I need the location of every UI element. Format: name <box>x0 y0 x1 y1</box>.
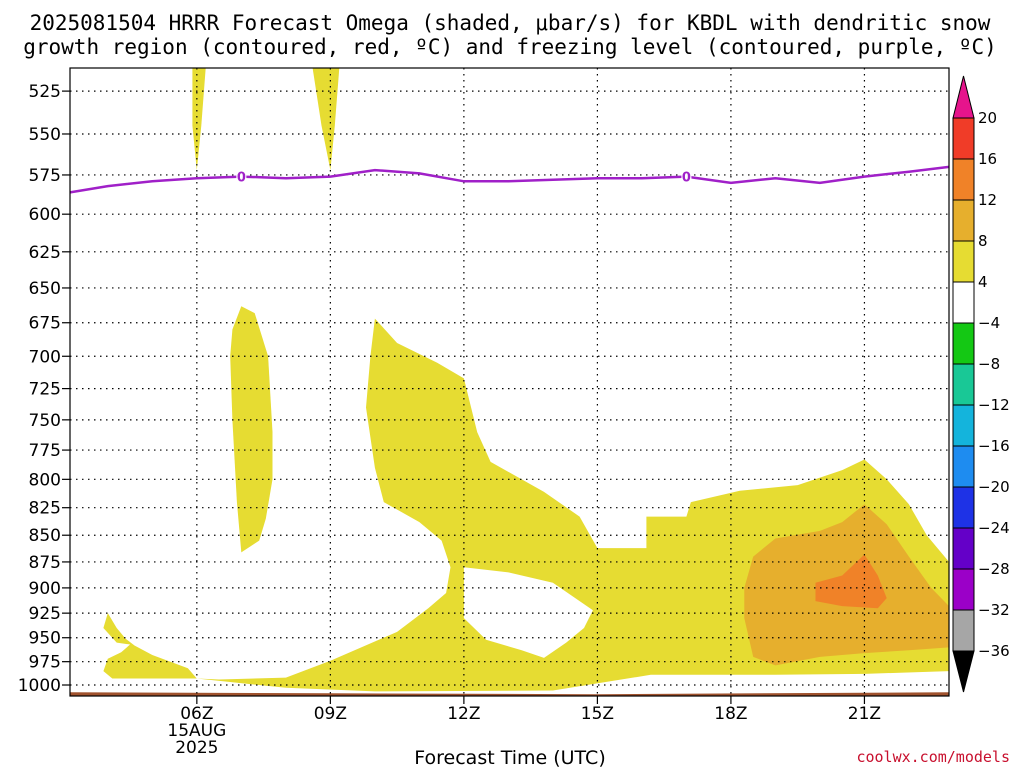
colorbar-label-11: 12 <box>978 191 997 209</box>
x-tick-label-15Z: 15Z <box>581 704 614 724</box>
y-tick-label-675: 675 <box>29 314 61 334</box>
omega-region-4 <box>463 567 593 658</box>
colorbar-label-9: 4 <box>978 273 988 291</box>
omega-region-7 <box>815 554 887 609</box>
y-tick-label-550: 550 <box>29 125 61 145</box>
colorbar-label-8: −4 <box>978 314 1000 332</box>
colorbar-label-13: 20 <box>978 109 997 127</box>
colorbar-box-2 <box>952 527 975 570</box>
x-tick-label-06Z: 06Z <box>180 704 213 724</box>
chart-title-line-1: 2025081504 HRRR Forecast Omega (shaded, … <box>30 11 991 35</box>
y-tick-label-950: 950 <box>29 629 61 649</box>
y-tick-label-625: 625 <box>29 243 61 263</box>
grid-layer <box>70 68 949 696</box>
y-tick-label-975: 975 <box>29 653 61 673</box>
credit-text: coolwx.com/models <box>856 748 1010 766</box>
freezing-level-line <box>69 165 950 194</box>
x-tick-label-09Z: 09Z <box>314 704 347 724</box>
y-tick-label-700: 700 <box>29 347 61 367</box>
colorbar-label-10: 8 <box>978 232 988 250</box>
freezing-level-label-bg-0 <box>236 169 247 183</box>
colorbar-label-0: −36 <box>978 642 1010 660</box>
y-tick-label-875: 875 <box>29 553 61 573</box>
y-tick-label-775: 775 <box>29 441 61 461</box>
freezing-level-label-1: 0 <box>682 171 691 186</box>
colorbar-box-9 <box>952 240 975 283</box>
colorbar-label-1: −32 <box>978 601 1010 619</box>
y-tick-label-850: 850 <box>29 526 61 546</box>
freezing-level-label-bg-1 <box>681 169 692 183</box>
colorbar-box-1 <box>952 568 975 611</box>
x-tick-label-18Z: 18Z <box>714 704 747 724</box>
ground-surface <box>70 692 949 696</box>
colorbar-box-5 <box>952 404 975 447</box>
colorbar-low-triangle <box>952 650 975 693</box>
colorbar-label-7: −8 <box>978 355 1000 373</box>
plot-frame <box>69 67 950 697</box>
y-tick-label-825: 825 <box>29 499 61 519</box>
x-tick-label-21Z: 21Z <box>848 704 881 724</box>
colorbar-high-triangle <box>952 75 975 119</box>
colorbar-label-4: −20 <box>978 478 1010 496</box>
omega-region-3 <box>103 318 949 692</box>
colorbar-label-6: −12 <box>978 396 1010 414</box>
colorbar-box-12 <box>952 117 975 160</box>
omega-region-1 <box>312 68 340 171</box>
y-tick-label-575: 575 <box>29 166 61 186</box>
y-tick-label-800: 800 <box>29 470 61 490</box>
ground-surface-layer <box>70 692 949 696</box>
y-axis: 525 550 575 600 625 650 675 700 725 750 775 800 825 8… <box>18 82 70 696</box>
x-tick-sublabel-0: 15AUG <box>167 721 226 741</box>
colorbar-label-12: 16 <box>978 150 997 168</box>
y-tick-label-750: 750 <box>29 411 61 431</box>
colorbar-box-0 <box>952 609 975 652</box>
chart-title-line-2: growth region (contoured, red, ºC) and f… <box>23 35 997 59</box>
freezing-level-label-0: 0 <box>237 171 246 186</box>
colorbar-box-8 <box>952 281 975 324</box>
y-tick-label-525: 525 <box>29 82 61 102</box>
colorbar-label-5: −16 <box>978 437 1010 455</box>
colorbar-box-7 <box>952 322 975 365</box>
y-tick-label-900: 900 <box>29 579 61 599</box>
y-tick-label-925: 925 <box>29 604 61 624</box>
x-tick-label-12Z: 12Z <box>447 704 480 724</box>
y-tick-label-600: 600 <box>29 205 61 225</box>
colorbar-box-3 <box>952 486 975 529</box>
omega-region-2 <box>230 306 273 553</box>
colorbar: −36 −32 −28 −24 −20 −16 −12 −8 −4 4 8 12 16 20 <box>952 75 1010 693</box>
x-tick-sublabel-1: 2025 <box>175 738 218 758</box>
colorbar-label-2: −28 <box>978 560 1010 578</box>
omega-region-0 <box>192 68 206 171</box>
colorbar-box-4 <box>952 445 975 488</box>
y-tick-label-650: 650 <box>29 279 61 299</box>
x-axis-label: Forecast Time (UTC) <box>414 747 605 768</box>
colorbar-label-3: −24 <box>978 519 1010 537</box>
colorbar-box-6 <box>952 363 975 406</box>
y-tick-label-725: 725 <box>29 380 61 400</box>
y-tick-label-1000: 1000 <box>18 676 61 696</box>
colorbar-box-11 <box>952 158 975 201</box>
colorbar-box-10 <box>952 199 975 242</box>
